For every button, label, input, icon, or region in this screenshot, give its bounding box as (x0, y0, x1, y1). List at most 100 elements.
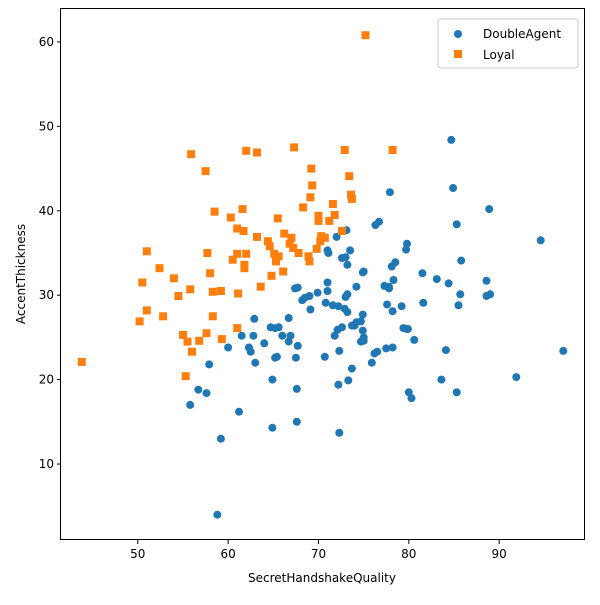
doubleagent-point (512, 373, 521, 382)
loyal-point (233, 249, 242, 258)
legend-doubleagent-marker (454, 30, 462, 38)
doubleagent-point (367, 358, 376, 367)
loyal-point (388, 146, 397, 154)
loyal-point (181, 372, 190, 381)
doubleagent-point (216, 434, 225, 443)
data-points (77, 31, 568, 519)
doubleagent-point (457, 256, 466, 265)
doubleagent-point (323, 278, 332, 287)
doubleagent-point (397, 302, 406, 311)
loyal-point (233, 324, 242, 333)
loyal-point (179, 330, 187, 339)
doubleagent-point (403, 239, 411, 248)
doubleagent-point (323, 287, 332, 295)
doubleagent-point (292, 384, 301, 393)
doubleagent-point (346, 246, 355, 255)
doubleagent-point (344, 376, 353, 385)
doubleagent-point (250, 314, 259, 323)
loyal-point (195, 336, 204, 345)
legend: DoubleAgent Loyal (437, 18, 579, 69)
loyal-point (274, 252, 283, 261)
loyal-point (183, 337, 192, 346)
doubleagent-point (371, 221, 380, 230)
loyal-point (312, 244, 321, 253)
doubleagent-point (403, 325, 411, 333)
loyal-point (265, 242, 274, 251)
doubleagent-point (213, 510, 222, 519)
doubleagent-point (452, 220, 461, 229)
doubleagent-point (335, 346, 344, 355)
doubleagent-point (447, 135, 456, 144)
loyal-point (256, 282, 265, 291)
doubleagent-point (194, 385, 203, 394)
doubleagent-point (385, 188, 394, 197)
loyal-point (203, 249, 212, 257)
loyal-point (77, 357, 86, 366)
x-tick-label: 90 (492, 547, 507, 561)
doubleagent-point (278, 331, 287, 340)
loyal-point (138, 278, 147, 287)
doubleagent-point (320, 352, 329, 361)
doubleagent-point (300, 293, 309, 302)
loyal-point (226, 213, 235, 222)
loyal-point (272, 257, 280, 266)
doubleagent-point (291, 284, 299, 293)
y-axis-label: AccentThickness (14, 224, 28, 324)
loyal-point (253, 148, 261, 157)
doubleagent-point (402, 245, 411, 254)
doubleagent-point (266, 323, 275, 332)
loyal-point (330, 211, 339, 219)
loyal-point (142, 306, 151, 315)
loyal-point (299, 203, 308, 212)
doubleagent-point (449, 184, 458, 192)
loyal-point (242, 146, 251, 155)
y-tick-label: 40 (39, 204, 54, 218)
doubleagent-point (268, 375, 277, 384)
doubleagent-point (335, 428, 344, 437)
doubleagent-point (383, 300, 392, 309)
loyal-point (305, 257, 314, 266)
loyal-point (345, 172, 354, 181)
doubleagent-point (437, 375, 446, 384)
loyal-point (169, 274, 178, 283)
loyal-point (306, 193, 315, 202)
doubleagent-point (334, 380, 343, 389)
doubleagent-point (244, 343, 253, 352)
loyal-point (285, 239, 294, 248)
loyal-point (238, 205, 247, 214)
loyal-point (135, 317, 144, 326)
doubleagent-point (419, 298, 428, 307)
doubleagent-point (224, 343, 233, 352)
loyal-point (216, 287, 225, 295)
doubleagent-point (444, 279, 453, 288)
doubleagent-point (388, 307, 397, 316)
loyal-point (314, 211, 323, 220)
x-tick-label: 60 (220, 547, 235, 561)
doubleagent-point (358, 268, 367, 277)
doubleagent-point (330, 331, 339, 340)
doubleagent-point (249, 331, 258, 340)
loyal-point (208, 312, 217, 321)
doubleagent-point (347, 364, 356, 373)
loyal-point (307, 164, 316, 173)
loyal-point (188, 347, 196, 356)
loyal-point (290, 143, 299, 152)
loyal-point (294, 249, 303, 257)
doubleagent-point (432, 275, 441, 284)
doubleagent-point (559, 346, 568, 355)
loyal-point (328, 200, 337, 208)
loyal-point (233, 224, 242, 233)
loyal-point (273, 214, 282, 223)
y-tick-label: 30 (39, 288, 54, 302)
doubleagent-point (343, 260, 352, 269)
doubleagent-point (324, 249, 333, 257)
doubleagent-point (389, 276, 398, 284)
loyal-point (308, 181, 317, 190)
x-tick-label: 80 (401, 547, 416, 561)
x-tick-label: 70 (311, 547, 326, 561)
loyal-point (187, 150, 196, 159)
doubleagent-point (356, 317, 365, 326)
doubleagent-point (441, 346, 450, 355)
